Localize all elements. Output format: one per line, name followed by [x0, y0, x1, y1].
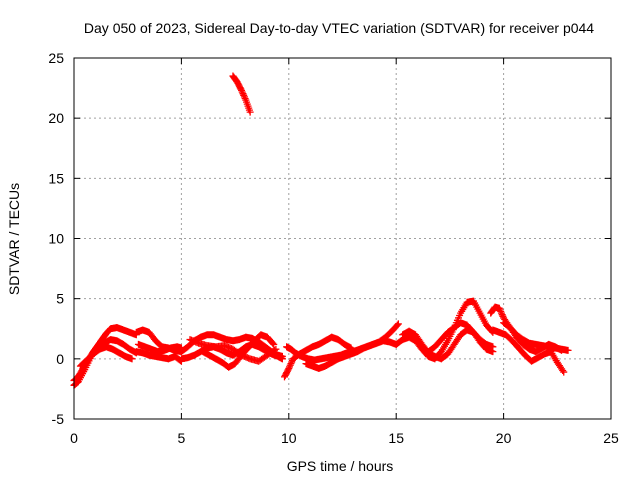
x-tick-label: 15 — [388, 430, 404, 446]
data-point-markers — [500, 319, 566, 356]
data-point-markers — [186, 336, 280, 365]
data-point-markers — [134, 340, 185, 356]
data-point-markers — [392, 297, 497, 363]
y-tick-label: 15 — [48, 170, 64, 186]
x-tick-label: 10 — [281, 430, 297, 446]
series-s6 — [134, 340, 185, 356]
y-tick-label: 5 — [56, 291, 64, 307]
data-point-markers — [489, 326, 568, 376]
series-s15 — [392, 297, 497, 363]
data-point-markers — [424, 319, 497, 356]
tick-labels: 0 5 10 15 20 25 -5 0 5 10 15 20 25 — [48, 50, 619, 446]
series-s10 — [199, 331, 278, 371]
x-tick-label: 25 — [603, 430, 619, 446]
y-tick-label: 0 — [56, 351, 64, 367]
series-s3 — [76, 343, 136, 370]
data-point-markers — [302, 337, 400, 372]
data-point-markers — [199, 331, 278, 371]
y-tick-label: -5 — [52, 411, 65, 427]
data-point-markers — [76, 343, 136, 370]
series-s17 — [424, 319, 497, 356]
data-point-markers — [132, 348, 185, 365]
series-s9 — [186, 336, 280, 365]
chart-title: Day 050 of 2023, Sidereal Day-to-day VTE… — [84, 20, 594, 36]
data-point-markers — [281, 333, 355, 381]
axis-ticks — [73, 57, 612, 420]
x-axis-label: GPS time / hours — [287, 458, 394, 474]
series-s5 — [132, 348, 185, 365]
data-point-markers — [229, 72, 254, 116]
y-tick-label: 10 — [48, 231, 64, 247]
data-points — [70, 72, 572, 389]
series-s13 — [281, 333, 355, 381]
series-s19 — [489, 326, 568, 376]
y-tick-label: 25 — [48, 50, 64, 66]
y-axis-label: SDTVAR / TECUs — [6, 183, 22, 295]
series-s20 — [500, 319, 566, 356]
series-s11 — [229, 72, 254, 116]
x-tick-label: 0 — [70, 430, 78, 446]
x-tick-label: 20 — [496, 430, 512, 446]
y-tick-label: 20 — [48, 110, 64, 126]
x-tick-label: 5 — [178, 430, 186, 446]
series-s14 — [302, 337, 400, 372]
